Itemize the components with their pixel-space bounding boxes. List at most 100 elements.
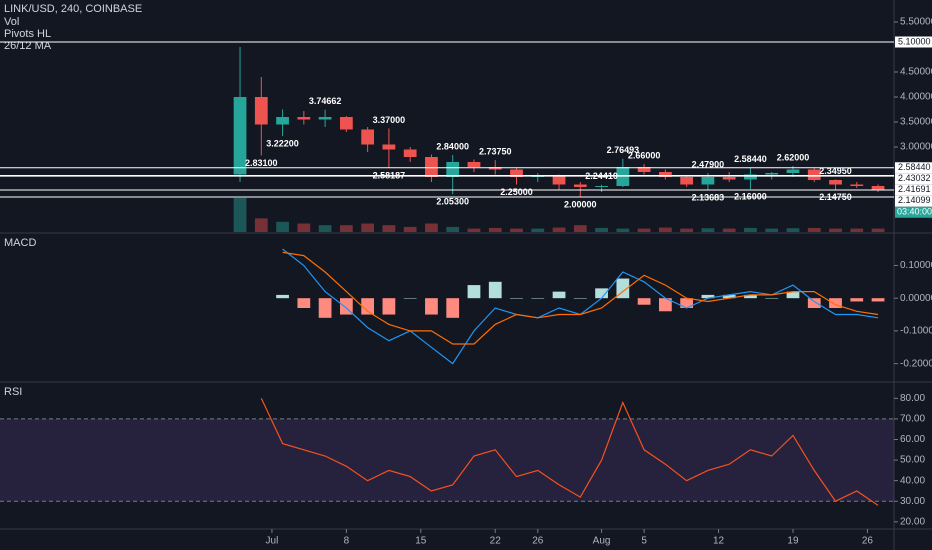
histogram-bar <box>807 298 821 308</box>
price-badge-label: 2.41691 <box>898 184 931 194</box>
y-tick-label: 40.00 <box>900 475 925 486</box>
volume-bar <box>510 228 523 232</box>
pivot-annotation: 2.83100 <box>245 158 278 168</box>
volume-bar <box>531 228 545 232</box>
volume-bar <box>488 227 502 232</box>
candle-body <box>680 177 694 185</box>
candle-body <box>403 149 417 157</box>
pivot-annotation: 2.14750 <box>819 192 852 202</box>
y-tick-label: 30.00 <box>900 496 925 507</box>
candle-body <box>361 129 375 145</box>
y-tick-label: 0.00000 <box>900 293 932 304</box>
y-tick-label: 5.50000 <box>900 17 932 28</box>
pivot-annotation: 2.84000 <box>436 141 469 151</box>
volume-bar <box>680 228 694 232</box>
histogram-bar <box>871 298 885 302</box>
price-badge <box>895 184 932 196</box>
candle-body <box>446 162 460 177</box>
volume-bar <box>595 227 608 232</box>
x-tick-label: 26 <box>862 536 874 547</box>
legend-item: Vol <box>4 16 19 28</box>
candle-body <box>829 180 842 185</box>
y-tick-label: 4.00000 <box>900 92 932 103</box>
pivot-annotation: 2.34950 <box>819 166 852 176</box>
histogram-bar <box>595 288 608 299</box>
pivot-annotation: 3.37000 <box>373 115 406 125</box>
price-badge <box>895 195 932 207</box>
volume-bar <box>361 223 375 232</box>
volume-bar <box>807 227 821 232</box>
histogram-bar <box>488 281 502 299</box>
pivot-annotation: 2.58440 <box>734 154 767 164</box>
histogram-bar <box>361 298 375 315</box>
candle-body <box>850 184 864 186</box>
volume-bar <box>425 223 438 232</box>
countdown-badge <box>895 206 932 218</box>
histogram-bar <box>403 298 417 299</box>
histogram-bar <box>658 298 672 312</box>
volume-bar <box>658 227 672 232</box>
histogram-bar <box>318 298 332 318</box>
y-tick-label: -0.10000 <box>900 326 932 337</box>
pane-title: RSI <box>4 386 22 398</box>
volume-bar <box>318 225 332 232</box>
histogram-bar <box>510 298 523 299</box>
volume-bar <box>701 228 715 232</box>
candle-body <box>658 172 672 177</box>
candle-body <box>382 144 396 150</box>
candle-body <box>701 177 715 185</box>
legend-item: Pivots HL <box>4 28 51 40</box>
price-badge-label: 2.14099 <box>898 195 931 205</box>
candle-body <box>510 169 523 177</box>
candle-body <box>765 173 779 175</box>
candle-body <box>637 167 651 172</box>
x-tick-label: 5 <box>641 536 647 547</box>
volume-bar <box>850 228 864 232</box>
histogram-bar <box>637 298 651 305</box>
histogram-bar <box>467 285 481 299</box>
x-tick-label: 26 <box>532 536 544 547</box>
x-tick-label: 8 <box>344 536 350 547</box>
candle-body <box>871 186 885 190</box>
pivot-annotation: 2.66000 <box>628 150 661 160</box>
x-tick-label: Aug <box>593 536 611 547</box>
volume-bar <box>339 225 353 232</box>
volume-bar <box>467 228 481 232</box>
signal-line <box>282 251 879 345</box>
y-tick-label: 70.00 <box>900 414 925 425</box>
x-tick-label: 19 <box>787 536 799 547</box>
volume-bar <box>233 198 247 232</box>
volume-bar <box>871 228 885 232</box>
volume-bar <box>297 223 311 232</box>
histogram-bar <box>701 294 715 299</box>
candle-body <box>254 97 268 125</box>
price-badge-label: 2.58440 <box>898 162 931 172</box>
candle-body <box>744 174 757 180</box>
pivot-annotation: 2.76493 <box>607 145 640 155</box>
countdown-label: 03:40:00 <box>897 207 932 217</box>
volume-bar <box>616 228 630 232</box>
y-tick-label: 60.00 <box>900 434 925 445</box>
histogram-bar <box>382 298 396 315</box>
pivot-annotation: 2.62000 <box>777 152 810 162</box>
y-tick-label: 20.00 <box>900 516 925 527</box>
x-tick-label: 15 <box>415 536 427 547</box>
histogram-bar <box>722 294 736 299</box>
histogram-bar <box>786 291 800 299</box>
histogram-bar <box>531 298 545 299</box>
pivot-annotation: 2.05300 <box>436 197 469 207</box>
pivot-annotation: 2.00000 <box>564 199 597 209</box>
y-tick-label: 3.50000 <box>900 117 932 128</box>
histogram-bar <box>829 298 842 308</box>
y-tick-label: 80.00 <box>900 393 925 404</box>
histogram-bar <box>552 291 566 299</box>
price-badge <box>895 36 932 48</box>
volume-bar <box>573 225 587 232</box>
price-badge <box>895 162 932 174</box>
volume-bar <box>722 228 736 232</box>
candle-body <box>276 117 289 125</box>
volume-bar <box>765 228 779 232</box>
pivot-annotation: 2.73750 <box>479 147 512 157</box>
